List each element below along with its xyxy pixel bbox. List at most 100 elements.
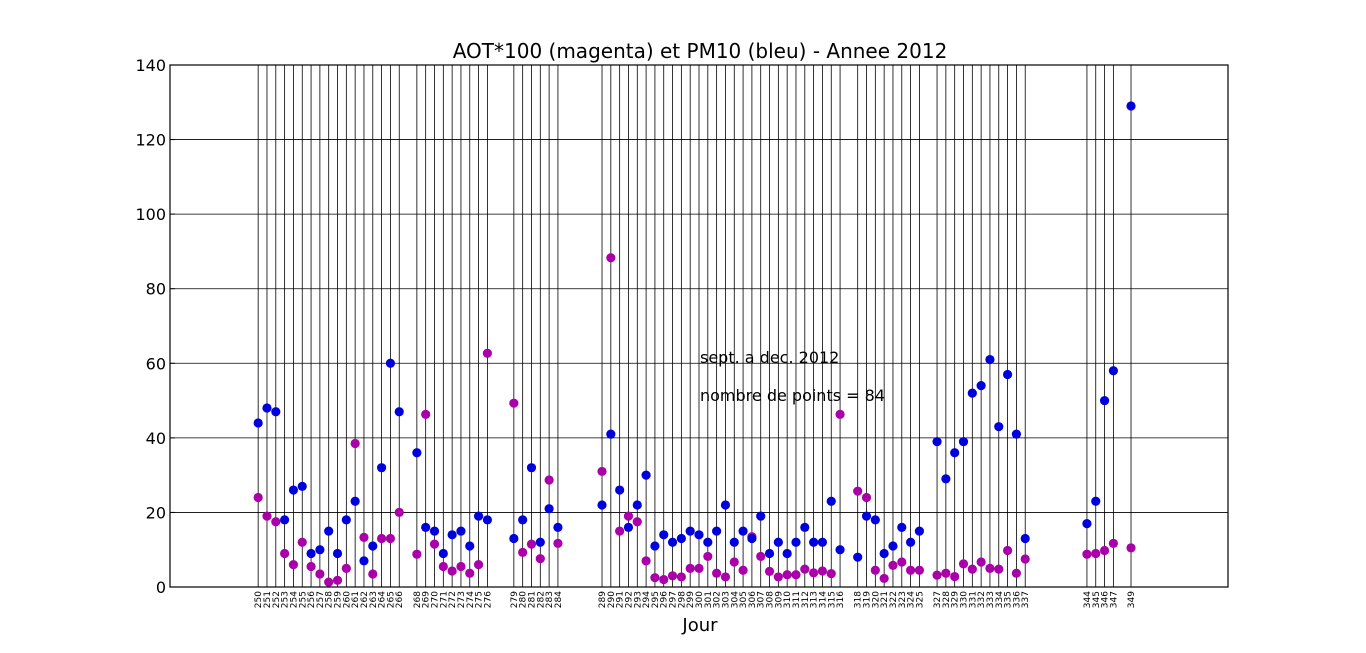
aot-point — [835, 409, 845, 419]
x-tick-label: 306 — [748, 591, 758, 608]
annotation-period: sept. a dec. 2012 — [700, 348, 839, 367]
pm10-point — [615, 485, 625, 495]
x-tick-label: 331 — [968, 591, 978, 608]
pm10-point — [632, 500, 642, 510]
pm10-point — [729, 537, 739, 547]
aot-point — [535, 554, 545, 564]
pm10-point — [897, 522, 907, 532]
x-tick-label: 318 — [854, 591, 864, 608]
pm10-point — [1126, 101, 1136, 111]
aot-point — [1002, 545, 1013, 556]
pm10-point — [967, 388, 977, 398]
aot-point — [888, 560, 898, 570]
pm10-point — [764, 548, 775, 559]
pm10-point — [720, 500, 731, 510]
aot-point — [359, 532, 369, 543]
pm10-point — [288, 485, 299, 495]
aot-point — [544, 475, 554, 485]
x-tick-label: 272 — [448, 591, 458, 608]
pm10-point — [359, 556, 369, 566]
x-tick-label: 284 — [554, 591, 564, 608]
aot-point — [1020, 554, 1030, 564]
x-tick-label: 253 — [281, 591, 291, 608]
x-tick-label: 256 — [307, 591, 317, 608]
aot-point — [262, 511, 272, 521]
aot-point — [694, 563, 704, 573]
x-tick-label: 344 — [1083, 591, 1093, 608]
aot-point — [482, 348, 492, 358]
pm10-point — [526, 463, 537, 473]
pm10-point — [518, 515, 528, 525]
aot-point — [712, 568, 722, 578]
aot-point — [897, 557, 907, 567]
aot-point — [280, 548, 290, 559]
aot-point — [817, 566, 828, 576]
pm10-point — [853, 552, 863, 562]
x-tick-label: 260 — [342, 591, 352, 608]
aot-point — [632, 517, 642, 527]
pm10-point — [888, 541, 898, 551]
pm10-point — [1108, 366, 1118, 376]
aot-point — [297, 537, 307, 547]
aot-point — [350, 438, 360, 449]
pm10-point — [297, 481, 307, 491]
pm10-point — [262, 403, 272, 413]
aot-point — [1108, 538, 1118, 548]
aot-point — [306, 561, 316, 572]
x-tick-label: 257 — [316, 591, 326, 608]
x-tick-label: 301 — [704, 591, 714, 608]
pm10-point — [306, 548, 316, 559]
aot-point — [756, 551, 766, 562]
aot-point — [870, 565, 880, 575]
aot-point — [950, 571, 960, 582]
pm10-point — [606, 429, 616, 439]
aot-point — [332, 575, 343, 585]
pm10-point — [906, 537, 916, 547]
aot-point — [288, 560, 299, 570]
pm10-point — [703, 537, 713, 547]
x-tick-label: 273 — [457, 591, 467, 608]
data-points — [253, 101, 1136, 587]
x-tick-label: 263 — [369, 591, 379, 608]
x-tick-label: 302 — [713, 591, 723, 608]
x-tick-label: 281 — [527, 591, 537, 608]
y-tick-label: 140 — [135, 56, 166, 75]
pm10-point — [712, 526, 722, 536]
pm10-point — [747, 533, 757, 544]
x-tick-label: 316 — [836, 591, 846, 608]
aot-point — [985, 563, 995, 573]
x-tick-label: 293 — [633, 591, 643, 608]
aot-point — [526, 539, 537, 549]
pm10-point — [650, 541, 660, 551]
pm10-point — [368, 541, 378, 551]
pm10-point — [791, 537, 801, 547]
pm10-point — [694, 530, 704, 540]
x-tick-label: 320 — [871, 591, 881, 608]
aot-point — [324, 577, 334, 587]
pm10-point — [985, 354, 995, 365]
x-tick-label: 255 — [298, 591, 308, 608]
aot-point — [994, 564, 1004, 574]
aot-point — [606, 253, 616, 263]
x-tick-label: 325 — [915, 591, 925, 608]
grid-lines — [170, 64, 1228, 588]
aot-point — [791, 570, 801, 580]
x-tick-label: 274 — [466, 591, 476, 608]
y-tick-label: 20 — [146, 503, 166, 522]
aot-point — [720, 572, 731, 582]
x-axis-ticks: 2502512522532542552562572582592602612622… — [254, 591, 1137, 608]
aot-point — [473, 560, 484, 570]
x-tick-label: 275 — [475, 591, 485, 608]
x-tick-label: 349 — [1127, 591, 1137, 608]
x-tick-label: 262 — [360, 591, 370, 608]
pm10-point — [835, 545, 845, 555]
x-tick-label: 290 — [607, 591, 617, 608]
x-tick-label: 251 — [263, 591, 273, 608]
pm10-point — [597, 500, 607, 510]
aot-point — [676, 572, 686, 582]
pm10-point — [800, 522, 810, 532]
x-tick-label: 308 — [766, 591, 776, 608]
aot-point — [861, 492, 872, 503]
x-tick-label: 322 — [889, 591, 899, 608]
pm10-point — [421, 522, 431, 532]
